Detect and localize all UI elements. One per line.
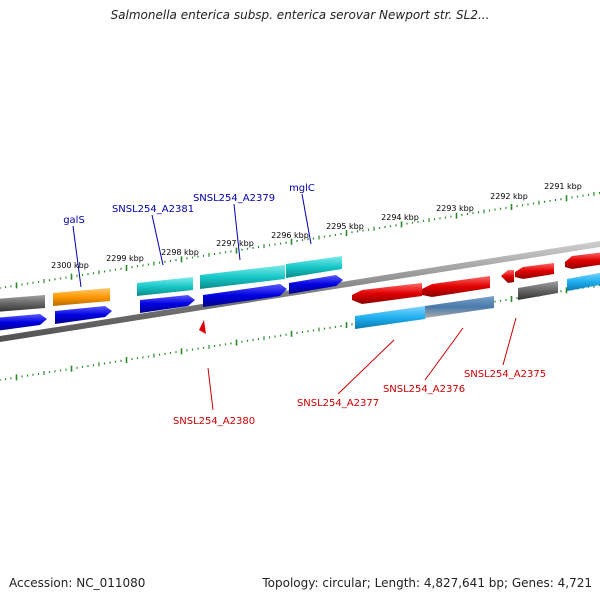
gene-mglC[interactable] xyxy=(286,256,342,278)
label-SNSL254_A2375: SNSL254_A2375 xyxy=(464,369,546,380)
tick-labels: 2300 kbp 2299 kbp 2298 kbp 2297 kbp 2296… xyxy=(51,182,582,270)
label-SNSL254_A2380: SNSL254_A2380 xyxy=(173,416,255,427)
gene-SNSL254_A2376[interactable] xyxy=(425,296,494,318)
label-SNSL254_A2376: SNSL254_A2376 xyxy=(383,384,465,395)
gene-sky-2[interactable] xyxy=(567,272,600,291)
gene-red-2[interactable] xyxy=(422,276,490,297)
tick-label-2300: 2300 kbp xyxy=(51,261,89,270)
gene-SNSL254_A2381[interactable] xyxy=(137,277,193,296)
lower-labels: SNSL254_A2380 SNSL254_A2377 SNSL254_A237… xyxy=(173,317,546,427)
upper-tick-row xyxy=(0,191,600,289)
page-title: Salmonella enterica subsp. enterica sero… xyxy=(110,8,490,22)
tick-label-2298: 2298 kbp xyxy=(161,248,199,257)
leader-mglC xyxy=(301,193,312,245)
inner-gene-ring xyxy=(0,272,600,331)
gene-blue-2[interactable] xyxy=(55,306,112,324)
gene-red-small[interactable] xyxy=(501,270,514,283)
leader-SNSL254_A2376 xyxy=(424,327,464,381)
label-galS: galS xyxy=(63,215,85,226)
tick-label-2295: 2295 kbp xyxy=(326,222,364,231)
tick-label-2291: 2291 kbp xyxy=(544,182,582,191)
gene-red-3[interactable] xyxy=(515,263,554,279)
label-mglC: mglC xyxy=(289,183,315,194)
tick-label-2296: 2296 kbp xyxy=(271,231,309,240)
leader-SNSL254_A2375 xyxy=(502,317,517,366)
tick-label-2294: 2294 kbp xyxy=(381,213,419,222)
gene-blue-3[interactable] xyxy=(140,295,195,313)
leader-SNSL254_A2381 xyxy=(151,214,164,266)
gene-blue-5[interactable] xyxy=(289,275,343,294)
label-SNSL254_A2379: SNSL254_A2379 xyxy=(193,193,275,204)
upper-labels: galS SNSL254_A2381 SNSL254_A2379 mglC xyxy=(63,183,315,288)
gene-blue-4[interactable] xyxy=(203,284,287,307)
gene-SNSL254_A2377[interactable] xyxy=(355,306,425,329)
gene-galS[interactable] xyxy=(53,288,110,306)
tick-label-2297: 2297 kbp xyxy=(216,239,254,248)
leader-SNSL254_A2380 xyxy=(207,367,214,411)
outer-gene-ring xyxy=(0,252,600,312)
gene-cyan-2[interactable] xyxy=(200,265,285,289)
leader-galS xyxy=(72,225,82,288)
gene-grey-1[interactable] xyxy=(0,295,45,312)
gene-red-4[interactable] xyxy=(565,252,600,269)
tick-label-2299: 2299 kbp xyxy=(106,254,144,263)
accession-text: Accession: NC_011080 xyxy=(9,576,146,590)
leader-SNSL254_A2377 xyxy=(337,339,395,395)
label-SNSL254_A2381: SNSL254_A2381 xyxy=(112,204,194,215)
tick-label-2292: 2292 kbp xyxy=(490,192,528,201)
gene-SNSL254_A2380[interactable] xyxy=(199,320,206,334)
topology-text: Topology: circular; Length: 4,827,641 bp… xyxy=(262,576,592,590)
leader-SNSL254_A2379 xyxy=(233,203,241,261)
gene-grey-2[interactable] xyxy=(518,281,558,300)
tick-label-2293: 2293 kbp xyxy=(436,204,474,213)
gene-red-1[interactable] xyxy=(352,283,422,304)
label-SNSL254_A2377: SNSL254_A2377 xyxy=(297,398,379,409)
gene-blue-1[interactable] xyxy=(0,314,47,331)
